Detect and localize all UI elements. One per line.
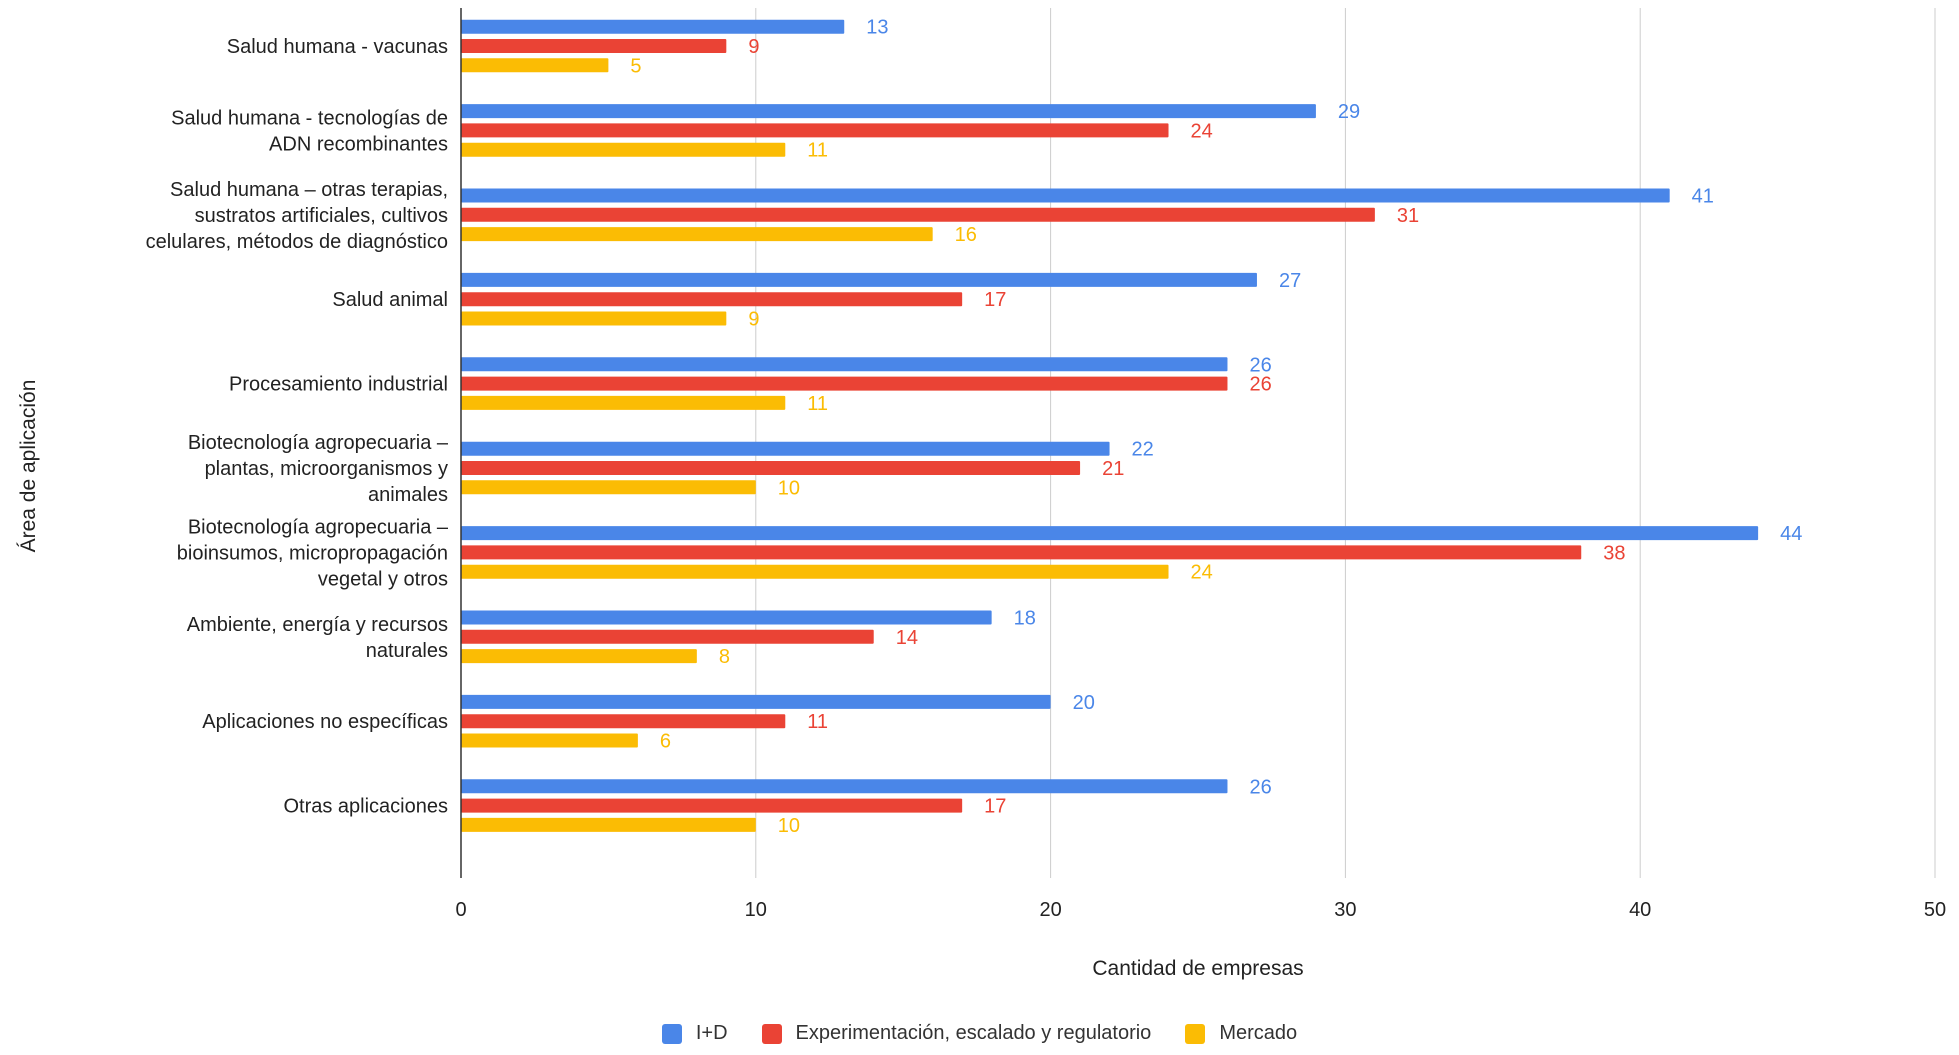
x-tick-label: 0 bbox=[455, 899, 466, 921]
data-label: 11 bbox=[807, 393, 828, 415]
bar bbox=[461, 545, 1582, 560]
bar bbox=[461, 441, 1110, 456]
legend-label: Experimentación, escalado y regulatorio bbox=[795, 1022, 1152, 1044]
bar bbox=[461, 526, 1759, 541]
bar bbox=[461, 207, 1375, 222]
data-label: 18 bbox=[1014, 608, 1036, 630]
legend-item: I+D bbox=[661, 1022, 728, 1045]
data-label: 44 bbox=[1780, 523, 1802, 545]
data-label: 10 bbox=[778, 477, 800, 499]
category-label: Salud humana - tecnologías de ADN recombi… bbox=[171, 107, 448, 155]
legend-swatch bbox=[661, 1023, 682, 1044]
category-label: Salud animal bbox=[332, 289, 448, 311]
x-tick-label: 50 bbox=[1924, 899, 1946, 921]
data-label: 21 bbox=[1102, 458, 1124, 480]
data-label: 13 bbox=[866, 17, 888, 39]
bar bbox=[461, 19, 845, 34]
bar bbox=[461, 461, 1081, 475]
data-label: 9 bbox=[748, 36, 759, 58]
data-label: 5 bbox=[630, 55, 641, 77]
bar bbox=[461, 272, 1257, 287]
data-label: 14 bbox=[896, 627, 918, 649]
legend-item: Mercado bbox=[1185, 1022, 1297, 1045]
data-label: 31 bbox=[1397, 205, 1419, 227]
legend-item: Experimentación, escalado y regulatorio bbox=[761, 1022, 1152, 1045]
x-tick-label: 40 bbox=[1629, 899, 1651, 921]
category-label: Salud humana – otras terapias, sustratos … bbox=[146, 179, 448, 253]
bar bbox=[461, 357, 1228, 372]
data-label: 17 bbox=[984, 796, 1006, 818]
category-label: Aplicaciones no específicas bbox=[202, 711, 448, 733]
bar bbox=[461, 292, 963, 307]
bar bbox=[461, 798, 963, 813]
legend-label: Mercado bbox=[1219, 1022, 1298, 1044]
y-axis-label: Área de aplicación bbox=[17, 380, 40, 553]
data-label: 11 bbox=[807, 711, 828, 733]
bar bbox=[461, 649, 697, 664]
data-label: 8 bbox=[719, 646, 730, 668]
data-label: 27 bbox=[1279, 270, 1301, 292]
bar bbox=[461, 104, 1316, 119]
bar bbox=[461, 480, 756, 495]
data-label: 29 bbox=[1338, 101, 1360, 123]
bar bbox=[461, 564, 1169, 579]
bar bbox=[461, 817, 756, 832]
data-label: 26 bbox=[1249, 354, 1271, 376]
bar bbox=[461, 395, 786, 410]
x-axis-label: Cantidad de empresas bbox=[1092, 957, 1303, 980]
bar bbox=[461, 694, 1051, 709]
data-label: 26 bbox=[1249, 374, 1271, 396]
bar bbox=[461, 733, 638, 748]
data-label: 38 bbox=[1603, 542, 1625, 564]
data-label: 16 bbox=[955, 224, 977, 246]
category-label: Otras aplicaciones bbox=[283, 796, 448, 818]
data-label: 22 bbox=[1132, 439, 1154, 461]
x-tick-label: 10 bbox=[745, 899, 767, 921]
bar bbox=[461, 376, 1228, 391]
legend: I+D Experimentación, escalado y regulator… bbox=[0, 1022, 1959, 1045]
category-label: Biotecnología agropecuaria – bioinsumos, … bbox=[177, 516, 449, 590]
data-label: 41 bbox=[1692, 186, 1714, 208]
category-label: Salud humana - vacunas bbox=[227, 36, 448, 58]
bar bbox=[461, 227, 933, 242]
bar bbox=[461, 188, 1670, 203]
bar bbox=[461, 58, 609, 73]
data-label: 24 bbox=[1191, 120, 1213, 142]
legend-swatch bbox=[1185, 1023, 1206, 1044]
bar bbox=[461, 629, 874, 644]
bar bbox=[461, 610, 992, 625]
bar bbox=[461, 123, 1169, 138]
data-label: 17 bbox=[984, 289, 1006, 311]
data-label: 24 bbox=[1191, 562, 1213, 584]
bar bbox=[461, 311, 727, 326]
x-tick-label: 20 bbox=[1039, 899, 1061, 921]
bar bbox=[461, 39, 727, 53]
data-label: 10 bbox=[778, 815, 800, 837]
data-label: 20 bbox=[1073, 692, 1095, 714]
bar bbox=[461, 142, 786, 157]
category-label: Biotecnología agropecuaria – plantas, mic… bbox=[188, 432, 449, 506]
bar bbox=[461, 779, 1228, 794]
data-label: 6 bbox=[660, 731, 671, 753]
bar bbox=[461, 714, 786, 729]
x-tick-label: 30 bbox=[1334, 899, 1356, 921]
category-label: Procesamiento industrial bbox=[229, 374, 448, 396]
data-label: 9 bbox=[748, 309, 759, 331]
legend-swatch bbox=[761, 1023, 782, 1044]
category-label: Ambiente, energía y recursos naturales bbox=[187, 614, 448, 662]
legend-label: I+D bbox=[695, 1022, 728, 1044]
data-label: 26 bbox=[1249, 776, 1271, 798]
data-label: 11 bbox=[807, 140, 828, 162]
